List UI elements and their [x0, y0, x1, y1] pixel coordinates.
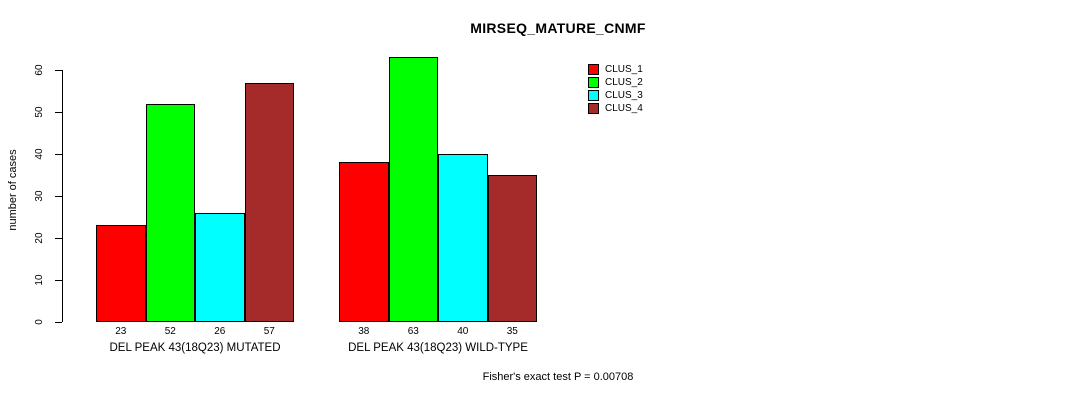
bar-clus_4-group2 [487, 175, 537, 322]
bar-value-label: 57 [263, 326, 275, 337]
legend-swatch-icon [588, 103, 599, 114]
bar-value-label: 63 [407, 326, 419, 337]
legend-entry-clus_1: CLUS_1 [588, 63, 643, 76]
y-axis-tick [55, 322, 62, 323]
legend-entry-clus_4: CLUS_4 [588, 102, 643, 115]
bar-clus_1-group1 [96, 225, 146, 322]
legend: CLUS_1 CLUS_2 CLUS_3 CLUS_4 [588, 63, 643, 115]
legend-swatch-icon [588, 90, 599, 101]
legend-label: CLUS_1 [605, 64, 643, 75]
legend-entry-clus_2: CLUS_2 [588, 76, 643, 89]
bar-value-label: 35 [506, 326, 518, 337]
legend-swatch-icon [588, 77, 599, 88]
y-axis-tick [55, 280, 62, 281]
bar-clus_4-group1 [244, 83, 294, 322]
legend-label: CLUS_4 [605, 103, 643, 114]
bar-clus_2-group1 [145, 104, 195, 322]
bar-value-label: 52 [164, 326, 176, 337]
stat-test-annotation: Fisher's exact test P = 0.00708 [482, 371, 634, 383]
bar-value-label: 38 [358, 326, 370, 337]
y-axis-tick [55, 70, 62, 71]
bar-clus_2-group2 [388, 57, 438, 322]
bar-clus_3-group2 [438, 154, 488, 322]
y-axis-line [62, 70, 63, 322]
legend-label: CLUS_2 [605, 77, 643, 88]
bar-value-label: 26 [214, 326, 226, 337]
y-axis-tick [55, 154, 62, 155]
bar-value-label: 23 [115, 326, 127, 337]
y-axis-tick [55, 112, 62, 113]
bar-value-label: 40 [457, 326, 469, 337]
y-axis-tick [55, 196, 62, 197]
bar-clus_1-group2 [339, 162, 389, 322]
legend-swatch-icon [588, 64, 599, 75]
legend-label: CLUS_3 [605, 90, 643, 101]
y-axis-tick [55, 238, 62, 239]
group-label-1: DEL PEAK 43(18Q23) MUTATED [109, 342, 281, 354]
group-label-2: DEL PEAK 43(18Q23) WILD-TYPE [348, 342, 528, 354]
legend-entry-clus_3: CLUS_3 [588, 89, 643, 102]
bar-clus_3-group1 [195, 213, 245, 322]
chart-title: MIRSEQ_MATURE_CNMF [470, 20, 646, 36]
